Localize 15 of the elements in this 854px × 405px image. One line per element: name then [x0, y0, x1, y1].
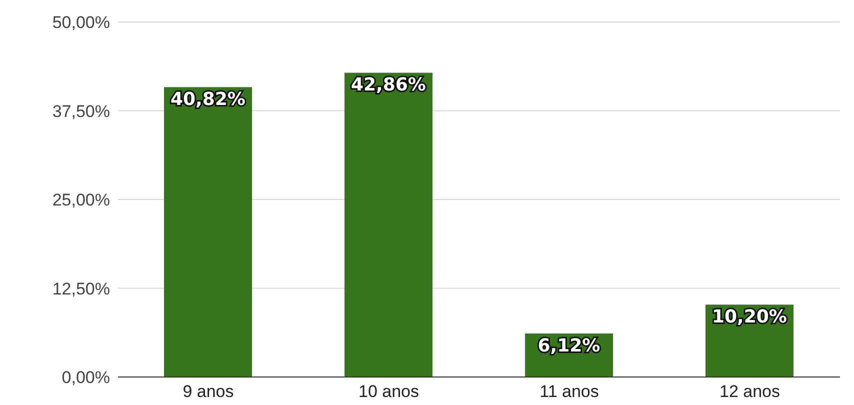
y-tick-label: 0,00%	[62, 368, 110, 388]
y-tick-label: 37,50%	[52, 102, 110, 121]
x-tick-label: 10 anos	[358, 382, 419, 402]
data-label: 40,82%	[170, 89, 246, 110]
x-tick-label: 11 anos	[540, 382, 599, 402]
y-tick-label: 50,00%	[52, 13, 110, 32]
x-tick-label: 12 anos	[720, 382, 780, 402]
data-label: 6,12%	[538, 336, 600, 357]
x-tick-label: 9 anos	[182, 382, 234, 402]
y-tick-label: 12,50%	[52, 279, 110, 298]
data-label: 42,86%	[351, 74, 426, 96]
y-tick-label: 25,00%	[52, 190, 110, 210]
bar	[344, 72, 432, 377]
data-label: 10,20%	[712, 306, 787, 328]
bar	[164, 87, 252, 377]
